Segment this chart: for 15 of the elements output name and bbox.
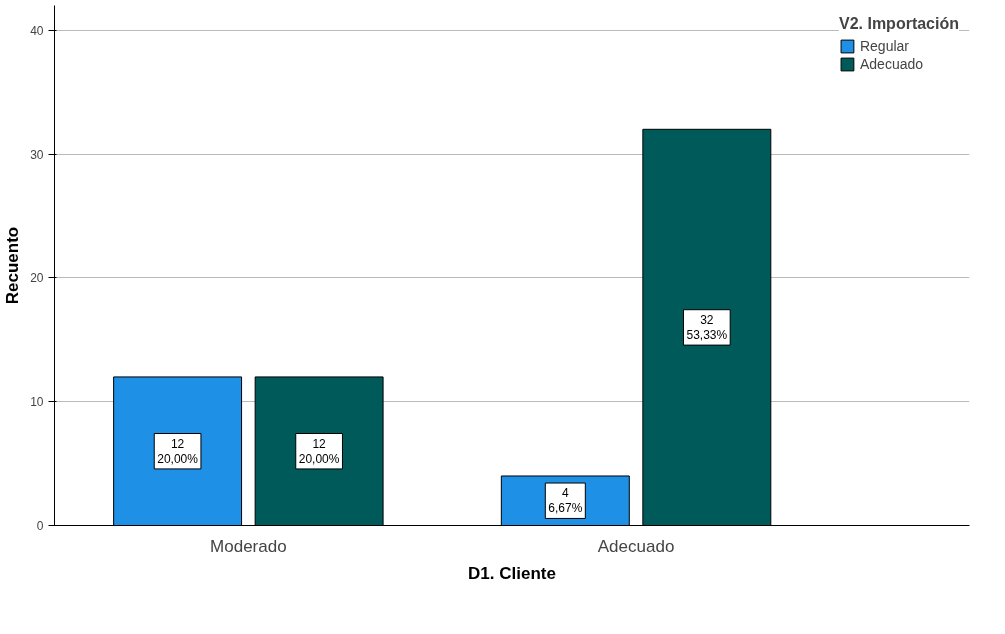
y-tick-label: 40 [30, 23, 44, 38]
data-label: 32 53,33% [686, 312, 728, 343]
y-tick-label: 30 [30, 147, 44, 162]
legend-title: V2. Importación [838, 15, 959, 33]
y-axis-title: Recuento [3, 226, 23, 305]
legend-label: Regular [859, 38, 909, 54]
legend-label: Adecuado [859, 56, 924, 72]
data-label: 12 20,00% [157, 436, 199, 466]
y-tick-label: 10 [30, 395, 44, 410]
data-label: 12 20,00% [298, 436, 340, 466]
y-tick-label: 0 [36, 519, 44, 533]
x-tick-label: Moderado [210, 536, 287, 556]
y-tick-label: 20 [30, 271, 44, 286]
data-label: 4 6,67% [548, 486, 583, 516]
x-axis-title: D1. Cliente [468, 563, 556, 583]
